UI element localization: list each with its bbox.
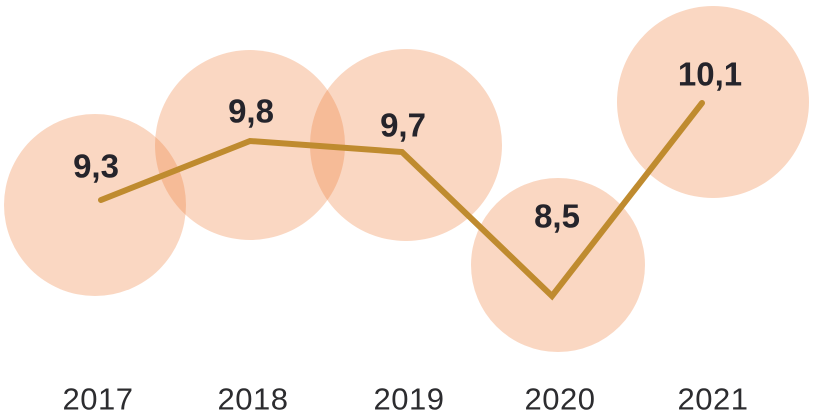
data-point-bubble-2020 [471,178,645,352]
value-label: 10,1 [677,55,743,93]
value-label: 9,3 [73,147,119,185]
data-point-bubble-2017 [4,114,186,296]
x-axis-label-2017: 2017 [62,381,134,414]
x-axis-label-2018: 2018 [217,381,289,414]
data-point-bubble-2019 [310,49,502,241]
x-axis-label-2020: 2020 [524,381,596,414]
x-axis-label-2021: 2021 [677,381,749,414]
value-label: 8,5 [534,197,580,235]
value-label: 9,7 [380,106,426,144]
data-point-bubble-2021 [617,6,809,198]
data-point-bubble-2018 [155,50,345,240]
x-axis-label-2019: 2019 [373,381,445,414]
trend-line [98,100,705,301]
value-label: 9,8 [228,92,274,130]
